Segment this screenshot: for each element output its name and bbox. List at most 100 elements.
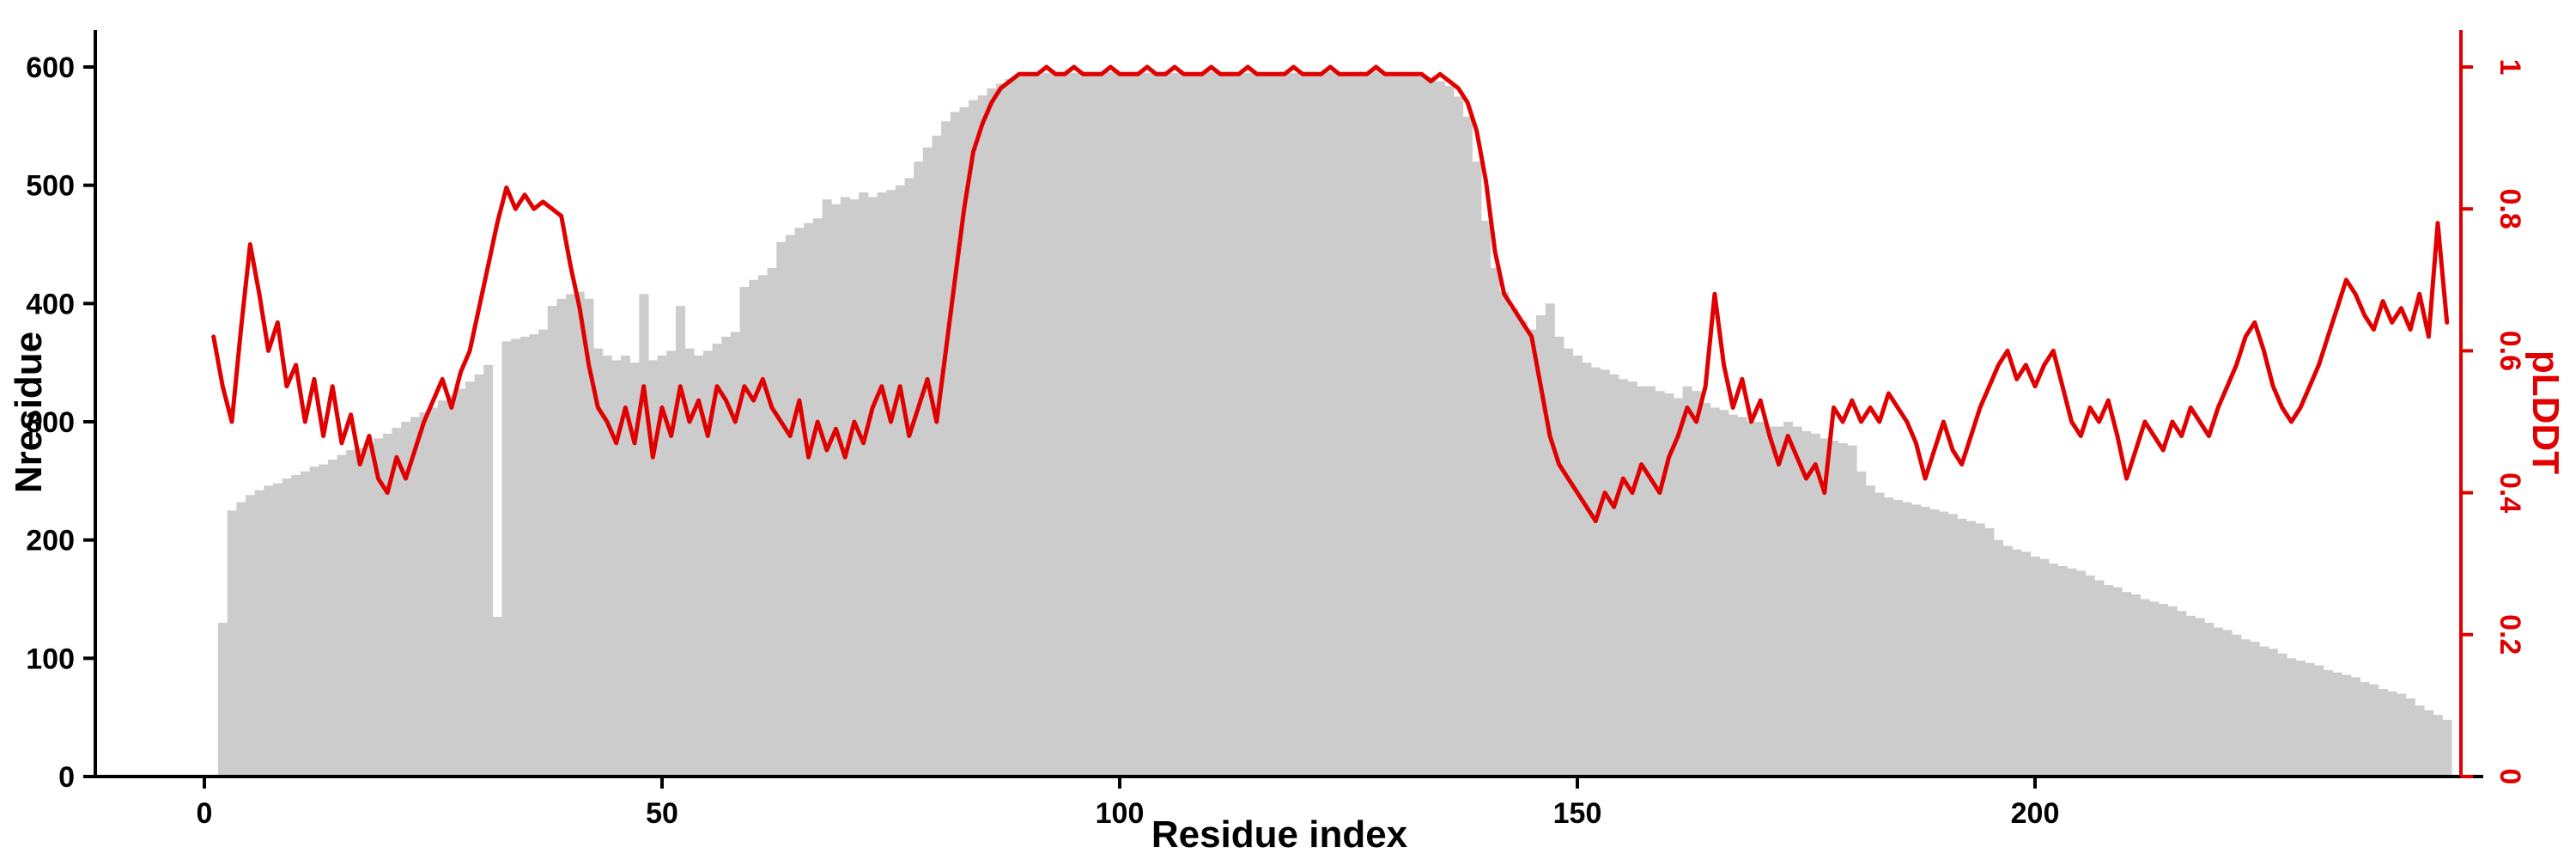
- nresidue-bar: [932, 135, 942, 777]
- nresidue-bar: [1884, 497, 1894, 777]
- y-right-tick-label: 1: [2494, 59, 2526, 76]
- nresidue-bar: [1407, 74, 1418, 777]
- nresidue-bar: [2112, 587, 2123, 777]
- nresidue-bar: [1765, 426, 1775, 777]
- nresidue-bar: [1774, 426, 1784, 777]
- nresidue-bar: [2232, 634, 2242, 777]
- nresidue-bar: [309, 466, 319, 777]
- nresidue-bar: [1426, 78, 1437, 777]
- y-right-tick-label: 0.8: [2494, 189, 2526, 229]
- nresidue-bar: [401, 422, 411, 777]
- nresidue-bar: [977, 95, 987, 777]
- nresidue-bar: [1133, 71, 1144, 777]
- nresidue-bar: [1747, 422, 1757, 777]
- nresidue-bar: [2039, 558, 2050, 777]
- nresidue-bar: [566, 294, 576, 777]
- nresidue-bar: [1417, 76, 1427, 777]
- y-right-tick-label: 0: [2494, 769, 2526, 785]
- nresidue-bar: [2149, 601, 2160, 777]
- nresidue-bar: [1655, 391, 1665, 777]
- nresidue-bar: [2158, 604, 2168, 777]
- nresidue-bar: [1572, 355, 1583, 777]
- nresidue-bar: [1307, 72, 1317, 777]
- nresidue-bar: [410, 417, 420, 777]
- nresidue-bar: [1710, 407, 1720, 777]
- nresidue-bar: [2424, 710, 2434, 777]
- nresidue-bar: [730, 332, 740, 777]
- nresidue-bar: [1297, 71, 1308, 777]
- nresidue-bar: [1984, 527, 1995, 777]
- nresidue-bar: [2122, 592, 2132, 777]
- nresidue-bar: [254, 490, 264, 777]
- y-left-tick-label: 500: [26, 170, 75, 203]
- nresidue-bar: [1490, 268, 1500, 777]
- x-tick-label: 150: [1553, 797, 1602, 830]
- x-tick-label: 200: [2011, 797, 2060, 830]
- nresidue-bar: [776, 241, 787, 777]
- nresidue-bar: [1499, 291, 1510, 777]
- nresidue-bar: [1600, 369, 1610, 777]
- nresidue-bar: [538, 329, 549, 777]
- nresidue-bar: [2094, 580, 2105, 777]
- nresidue-bar: [447, 395, 457, 777]
- nresidue-bar: [456, 388, 466, 777]
- nresidue-bar: [2213, 627, 2223, 777]
- nresidue-bar: [1097, 72, 1107, 777]
- nresidue-bar: [2140, 599, 2150, 777]
- nresidue-bar: [574, 291, 585, 777]
- nresidue-bar: [1939, 511, 1949, 777]
- nresidue-bar: [877, 192, 887, 777]
- nresidue-bar: [2104, 585, 2114, 777]
- nresidue-bar: [684, 348, 695, 777]
- nresidue-bar: [611, 360, 622, 777]
- nresidue-bar: [1206, 71, 1217, 777]
- nresidue-bar: [1215, 72, 1225, 777]
- nresidue-bar: [895, 185, 905, 777]
- nresidue-bar: [1619, 379, 1629, 777]
- nresidue-bar: [2442, 719, 2452, 777]
- y-right-tick-label: 0.6: [2494, 331, 2526, 371]
- nresidue-bar: [2076, 570, 2087, 777]
- nresidue-bar: [1087, 71, 1097, 777]
- nresidue-bar: [1536, 315, 1546, 777]
- nresidue-bar: [2350, 677, 2360, 777]
- y-left-tick-label: 600: [26, 52, 75, 84]
- nresidue-bar: [1161, 74, 1171, 777]
- nresidue-bar: [437, 400, 447, 777]
- nresidue-bar: [227, 510, 237, 777]
- nresidue-bar: [812, 218, 823, 777]
- nresidue-bar: [1682, 386, 1692, 777]
- nresidue-bar: [474, 374, 484, 777]
- nresidue-bar: [1279, 71, 1290, 777]
- nresidue-bar: [2314, 665, 2324, 777]
- nresidue-bar: [1801, 431, 1812, 777]
- nresidue-bar: [950, 112, 960, 777]
- nresidue-bar: [804, 222, 814, 777]
- nresidue-bar: [694, 355, 704, 777]
- nresidue-bar: [1462, 116, 1473, 777]
- nresidue-bar: [2268, 649, 2278, 777]
- nresidue-bar: [264, 485, 274, 777]
- nresidue-bar: [629, 362, 640, 777]
- nresidue-bar: [1994, 539, 2004, 777]
- nresidue-bar: [666, 350, 677, 777]
- nresidue-bar: [2295, 661, 2306, 777]
- nresidue-bar: [1874, 492, 1885, 777]
- nresidue-bar: [1399, 71, 1409, 777]
- nresidue-bar: [2030, 556, 2040, 777]
- nresidue-bar: [1517, 321, 1528, 777]
- nresidue-bar: [1270, 74, 1280, 777]
- nresidue-bar: [2185, 615, 2196, 777]
- nresidue-bar: [236, 502, 246, 777]
- nresidue-bar: [886, 190, 896, 777]
- nresidue-bar: [492, 617, 502, 777]
- nresidue-bar: [1069, 72, 1079, 777]
- nresidue-bar: [1444, 86, 1455, 777]
- nresidue-bar: [2167, 606, 2178, 777]
- nresidue-bar: [2369, 684, 2379, 777]
- nresidue-bar: [1042, 72, 1052, 777]
- nresidue-bar: [364, 442, 374, 777]
- nresidue-bar: [1289, 72, 1299, 777]
- y-left-tick-label: 0: [58, 761, 75, 794]
